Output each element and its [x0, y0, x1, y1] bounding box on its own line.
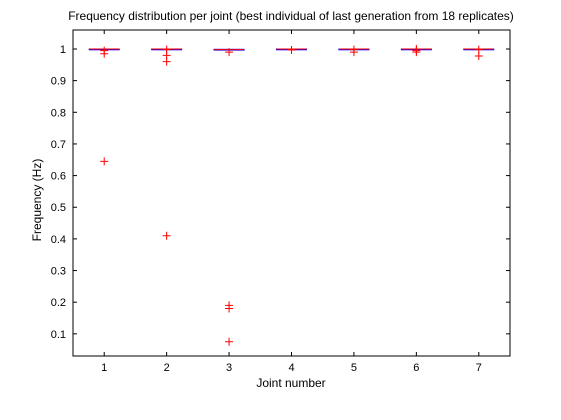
y-tick-label: 0.5 [51, 202, 66, 214]
y-tick-label: 0.6 [51, 171, 66, 183]
chart-title: Frequency distribution per joint (best i… [68, 9, 514, 23]
x-tick-label: 6 [413, 362, 419, 374]
outlier-marker [412, 48, 421, 57]
y-tick-label: 0.1 [51, 329, 66, 341]
y-tick-label: 0.8 [51, 107, 66, 119]
outlier-marker [474, 51, 483, 60]
y-tick-label: 1 [60, 44, 66, 56]
outlier-marker [225, 304, 234, 313]
x-tick-label: 1 [101, 362, 107, 374]
y-tick-label: 0.2 [51, 297, 66, 309]
x-tick-label: 5 [351, 362, 357, 374]
plot-area: 1 2 3 4 5 6 7 0.1 0.2 0.3 0.4 0.5 0.6 0.7 0.8 0.9 1 [51, 29, 511, 374]
outlier-marker [349, 48, 358, 57]
outlier-marker [162, 231, 171, 240]
x-axis-label: Joint number [256, 376, 325, 390]
x-tick-label: 2 [164, 362, 170, 374]
x-tick-label: 4 [288, 362, 294, 374]
y-tick-label: 0.7 [51, 139, 66, 151]
outlier-marker [225, 337, 234, 346]
outlier-marker [162, 57, 171, 66]
outlier-marker [100, 157, 109, 166]
y-tick-label: 0.3 [51, 266, 66, 278]
y-axis-label: Frequency (Hz) [30, 159, 44, 242]
outlier-marker [225, 48, 234, 57]
x-tick-label: 7 [476, 362, 482, 374]
y-tick-label: 0.9 [51, 76, 66, 88]
outlier-marker [287, 45, 296, 54]
outlier-marker [100, 49, 109, 58]
y-tick-label: 0.4 [51, 234, 66, 246]
x-tick-label: 3 [226, 362, 232, 374]
